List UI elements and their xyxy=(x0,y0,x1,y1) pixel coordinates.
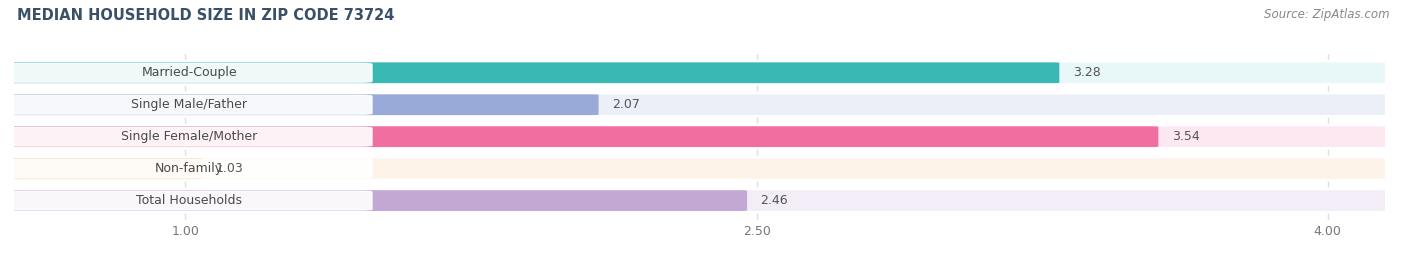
FancyBboxPatch shape xyxy=(8,157,1391,180)
FancyBboxPatch shape xyxy=(8,125,1391,148)
Text: MEDIAN HOUSEHOLD SIZE IN ZIP CODE 73724: MEDIAN HOUSEHOLD SIZE IN ZIP CODE 73724 xyxy=(17,8,394,23)
Text: 1.03: 1.03 xyxy=(217,162,243,175)
FancyBboxPatch shape xyxy=(7,191,373,210)
FancyBboxPatch shape xyxy=(8,189,1391,212)
FancyBboxPatch shape xyxy=(7,95,373,114)
Text: Non-family: Non-family xyxy=(155,162,224,175)
Text: Single Female/Mother: Single Female/Mother xyxy=(121,130,257,143)
FancyBboxPatch shape xyxy=(8,94,599,115)
FancyBboxPatch shape xyxy=(7,159,373,178)
Text: 3.54: 3.54 xyxy=(1171,130,1199,143)
Text: Source: ZipAtlas.com: Source: ZipAtlas.com xyxy=(1264,8,1389,21)
FancyBboxPatch shape xyxy=(8,190,747,211)
Text: Total Households: Total Households xyxy=(136,194,242,207)
FancyBboxPatch shape xyxy=(7,64,373,82)
Text: 2.46: 2.46 xyxy=(761,194,787,207)
FancyBboxPatch shape xyxy=(8,158,202,179)
Text: 2.07: 2.07 xyxy=(612,98,640,111)
Text: Married-Couple: Married-Couple xyxy=(142,66,238,79)
Text: 3.28: 3.28 xyxy=(1073,66,1101,79)
FancyBboxPatch shape xyxy=(7,127,373,146)
FancyBboxPatch shape xyxy=(8,61,1391,84)
FancyBboxPatch shape xyxy=(8,93,1391,116)
FancyBboxPatch shape xyxy=(8,126,1159,147)
FancyBboxPatch shape xyxy=(8,62,1059,83)
Text: Single Male/Father: Single Male/Father xyxy=(131,98,247,111)
